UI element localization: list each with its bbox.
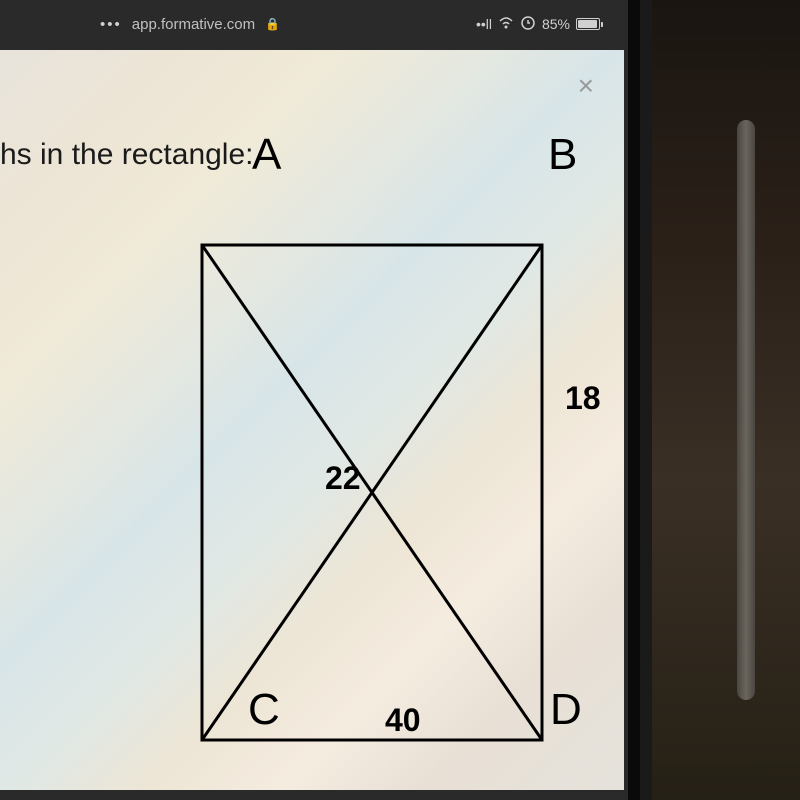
measurement-18: 18 xyxy=(565,380,601,417)
battery-percent: 85% xyxy=(542,16,570,32)
wifi-icon xyxy=(498,16,514,32)
vertex-c: C xyxy=(248,685,280,735)
status-bar-right: ••ll 85% xyxy=(476,15,600,34)
desk-surface xyxy=(652,0,800,800)
vertex-b: B xyxy=(548,130,577,180)
vertex-d: D xyxy=(550,685,582,735)
orientation-lock-icon xyxy=(520,15,536,34)
status-bar: ••• app.formative.com 🔒 ••ll 85% xyxy=(0,8,640,40)
tablet-frame: ••• app.formative.com 🔒 ••ll 85% × hs in… xyxy=(0,0,640,800)
measurement-40: 40 xyxy=(385,702,421,739)
signal-icon: ••ll xyxy=(476,16,492,32)
menu-dots-icon: ••• xyxy=(100,16,122,33)
measurement-22: 22 xyxy=(325,460,361,497)
close-button[interactable]: × xyxy=(578,70,594,102)
status-bar-left: ••• app.formative.com 🔒 xyxy=(100,16,280,33)
screen-content: × hs in the rectangle: A B C D 22 18 40 xyxy=(0,50,624,790)
url-text: app.formative.com xyxy=(132,16,255,33)
rectangle-diagram: A B C D 22 18 40 xyxy=(160,120,600,760)
vertex-a: A xyxy=(252,130,281,180)
battery-icon xyxy=(576,18,600,30)
lock-icon: 🔒 xyxy=(265,17,280,31)
rectangle-svg xyxy=(160,180,600,800)
stylus xyxy=(737,120,755,700)
